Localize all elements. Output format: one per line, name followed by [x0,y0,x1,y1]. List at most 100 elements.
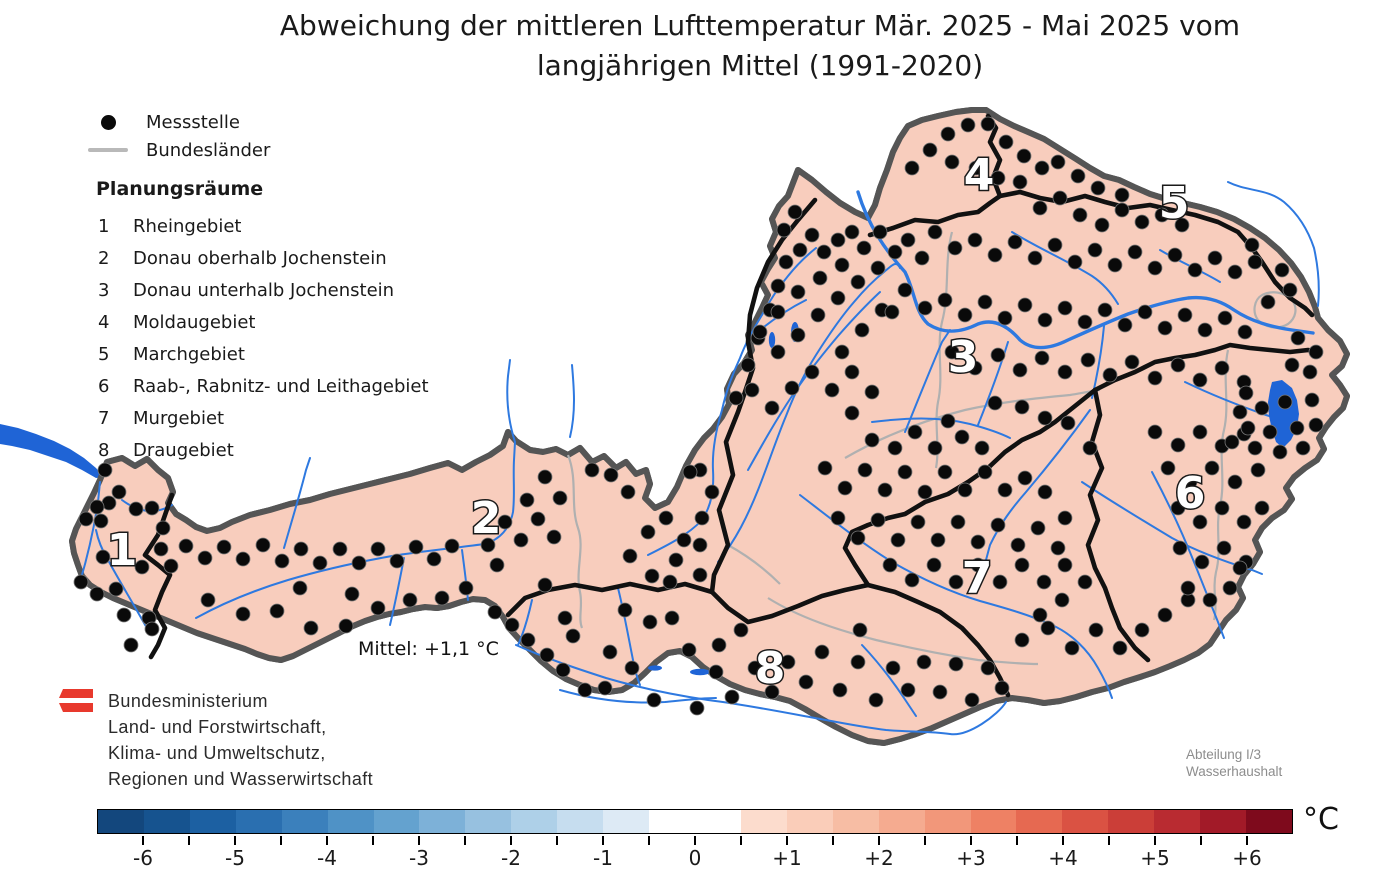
colorbar-tick [786,836,788,845]
station-dot [108,581,124,597]
station-dot [930,532,946,548]
planungsraum-item: 5 Marchgebiet [98,343,245,365]
station-dot [1017,470,1033,486]
station-dot [904,572,920,588]
station-dot [770,304,786,320]
planungsraum-item: 7 Murgebiet [98,407,225,429]
station-dot [513,532,529,548]
station-dot [1187,262,1203,278]
station-dot [1080,352,1096,368]
colorbar-tick [970,836,972,845]
station-dot [804,364,820,380]
station-dot [546,529,562,545]
colorbar-segment [832,810,879,833]
colorbar-segment [373,810,420,833]
station-dot [900,682,916,698]
station-dot [1247,440,1263,456]
station-dot [704,484,720,500]
station-dot [1172,540,1188,556]
station-dot [790,284,806,300]
title-line-1: Abweichung der mittleren Lufttemperatur … [279,9,1241,42]
station-dot [1137,304,1153,320]
planungsraum-item: 4 Moldaugebiet [98,311,256,333]
station-dot [1202,592,1218,608]
station-dot [292,580,308,596]
colorbar-segment [1016,810,1063,833]
station-dot [990,347,1006,363]
station-dot [764,400,780,416]
colorbar-tick [1016,836,1018,845]
station-dot [584,462,600,478]
station-dot [95,549,111,565]
station-dot [1227,264,1243,280]
station-dot [89,586,105,602]
station-dot [711,637,727,653]
region-number-7: 7 [962,553,993,604]
station-dot [1134,622,1150,638]
station-dot [344,586,360,602]
station-dot [1077,574,1093,590]
station-dot [897,282,913,298]
planungsraum-item: 6 Raab-, Rabnitz- und Leithagebiet [98,375,429,397]
station-dot [1250,462,1266,478]
station-dot [1217,310,1233,326]
station-dot [1214,500,1230,516]
station-dot [1112,640,1128,656]
legend: Messstelle Bundesländer Planungsräume 1 … [86,108,506,466]
mean-annotation: Mittel: +1,1 °C [358,638,499,660]
colorbar-segment [1108,810,1155,833]
planungsraum-item: 2 Donau oberhalb Jochenstein [98,247,387,269]
station-dot [692,537,708,553]
colorbar-tick [1200,836,1202,845]
station-dot [269,603,285,619]
station-dot [1282,282,1298,298]
station-dot [1102,367,1118,383]
station-dot [434,590,450,606]
station-dot [926,557,942,573]
station-dot [123,637,139,653]
colorbar-segment [924,810,971,833]
station-dot [197,550,213,566]
station-dot [887,440,903,456]
colorbar-segment [511,810,558,833]
station-dot [1197,322,1213,338]
station-dot [694,510,710,526]
station-dot [940,413,956,429]
station-dot [1014,557,1030,573]
station-dot [1014,632,1030,648]
station-dot [1017,297,1033,313]
station-dot [370,600,386,616]
station-dot [830,232,846,248]
station-dot [274,553,290,569]
station-dot [1007,234,1023,250]
river-mur [799,494,1113,699]
station-dot [1170,437,1186,453]
station-dot [1227,474,1243,490]
river-march [1227,181,1320,307]
colorbar-tick-label: -6 [133,846,153,870]
station-dot [602,644,618,660]
station-dot [178,538,194,554]
colorbar-segment [1062,810,1109,833]
station-dot [850,654,866,670]
station-dot [642,614,658,630]
station-dot [770,278,786,294]
region-number-6: 6 [1175,468,1206,519]
station-dot [458,580,474,596]
station-dot [1237,324,1253,340]
station-dot [752,324,768,340]
station-dot [519,492,535,508]
station-dot [155,520,171,536]
station-dot [1134,214,1150,230]
station-dot [1040,620,1056,636]
station-dot [1147,370,1163,386]
station-dot [1034,350,1050,366]
colorbar-tick [418,836,420,845]
station-dot [676,532,692,548]
station-dot [997,482,1013,498]
colorbar-tick [234,836,236,845]
station-dot [850,274,866,290]
station-dot [89,499,105,515]
station-dot [964,692,980,708]
station-dot [914,250,930,266]
